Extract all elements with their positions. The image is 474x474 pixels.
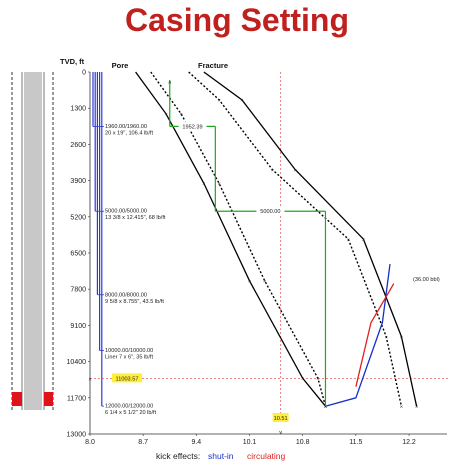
selection-badge [178, 121, 207, 131]
series-line-3 [203, 71, 418, 407]
footer-prefix: kick effects: [156, 451, 200, 461]
series-point-marker: × [362, 237, 365, 243]
pore-label: Pore [112, 61, 129, 70]
selection-label: 5000.00 [260, 209, 280, 215]
x-tick-label: 9.4 [191, 439, 201, 446]
casing-depth-label: 5000.00/5000.00 [105, 209, 147, 215]
chart-title: Casing Setting [124, 2, 349, 38]
y-tick-label: 2600 [70, 142, 86, 149]
series-point-marker: × [301, 377, 304, 383]
series-point-marker: × [400, 335, 403, 341]
series: ×××××××××××××××××××× [135, 71, 418, 410]
y-axis-label: TVD, ft [60, 57, 85, 66]
casing-desc-label: 13 3/8 x 12.415", 68 lb/ft [105, 215, 166, 221]
casing-desc-label: 9 5/8 x 8.755", 43.5 lb/ft [105, 299, 164, 305]
legend-footer: kick effects: shut-in circulating [156, 451, 286, 461]
reference-lines: 10.51 ∨ 11003.57 × [88, 72, 448, 436]
x-tick-label: 10.1 [243, 439, 257, 446]
series-point-marker: × [293, 168, 296, 174]
series-point-marker: × [324, 404, 327, 410]
close-icon: × [88, 377, 91, 383]
kick-volume-label: (36.00 bbl) [413, 277, 440, 283]
casing-depth-label: 10000.00/10000.00 [105, 348, 153, 354]
y-tick-label: 5200 [70, 214, 86, 221]
series-line-5 [355, 283, 395, 387]
series-point-marker: × [385, 335, 388, 341]
series-line-1 [150, 71, 327, 407]
series-point-marker: × [164, 112, 167, 118]
axes: TVD, ft 0 1300 2600 3900 5200 6500 7800 9100 1040… [60, 57, 447, 446]
y-tick-label: 11700 [67, 395, 86, 402]
x-tick-label: 8.7 [138, 439, 148, 446]
y-tick-label: 1300 [70, 106, 86, 113]
series-point-marker: × [180, 112, 183, 118]
casing-desc-label: Liner 7 x 6", 35 lb/ft [105, 354, 153, 360]
casing-column [24, 72, 42, 410]
setting-depth-label: 11003.57 [116, 376, 139, 382]
y-tick-label: 3900 [70, 178, 86, 185]
legend-circulating: circulating [247, 451, 286, 461]
series-line-0 [135, 71, 327, 407]
selection-label: 1952.39 [182, 124, 202, 130]
series-point-marker: × [271, 168, 274, 174]
casing-depth-label: 1960.00/1960.00 [105, 124, 147, 130]
kick-zone-left [12, 392, 22, 406]
series-point-marker: × [400, 404, 403, 410]
series-point-marker: × [240, 98, 243, 104]
series-point-marker: × [263, 279, 266, 285]
casing-desc-label: 20 x 19", 106.4 lb/ft [105, 131, 153, 137]
kick-zone-right [44, 392, 53, 406]
x-tick-label: 8.0 [85, 439, 95, 446]
x-tick-label: 11.5 [349, 439, 362, 446]
y-tick-label: 7800 [70, 287, 86, 294]
setting-depth-badge [112, 373, 142, 383]
y-tick-label: 6500 [70, 251, 86, 258]
series-line-2 [188, 71, 403, 407]
series-point-marker: × [316, 377, 319, 383]
series-point-marker: × [415, 404, 418, 410]
casing-desc-label: 6 1/4 x 5 1/2" 20 lb/ft [105, 410, 157, 416]
chevron-down-icon: ∨ [279, 430, 283, 436]
series-point-marker: × [202, 182, 205, 188]
series-line-4 [325, 264, 391, 407]
labels: Pore Fracture (36.00 bbl) [112, 61, 440, 283]
casing-depth-label: 12000.00/12000.00 [105, 404, 153, 410]
fracture-label: Fracture [198, 61, 228, 70]
y-tick-label: 10400 [67, 359, 87, 366]
series-point-marker: × [324, 404, 327, 410]
series-point-marker: × [217, 182, 220, 188]
y-tick-label: 9100 [70, 323, 86, 330]
casing-selection: ∧ 1952.39 5000.00 [168, 79, 327, 407]
series-point-marker: × [217, 98, 220, 104]
mud-limit-badge [272, 413, 289, 422]
selection-badge [256, 206, 285, 216]
casing-depth-label: 8000.00/8000.00 [105, 292, 147, 298]
chevron-up-icon: ∧ [168, 79, 172, 85]
series-point-marker: × [347, 237, 350, 243]
x-tick-label: 12.2 [402, 439, 416, 446]
y-tick-label: 0 [82, 70, 86, 77]
series-point-marker: × [248, 279, 251, 285]
wellbore-schematic [11, 72, 54, 410]
x-tick-label: 10.8 [296, 439, 310, 446]
y-tick-label: 13000 [67, 432, 87, 439]
legend-shut-in: shut-in [208, 451, 234, 461]
mud-limit-label: 10.51 [274, 416, 288, 422]
